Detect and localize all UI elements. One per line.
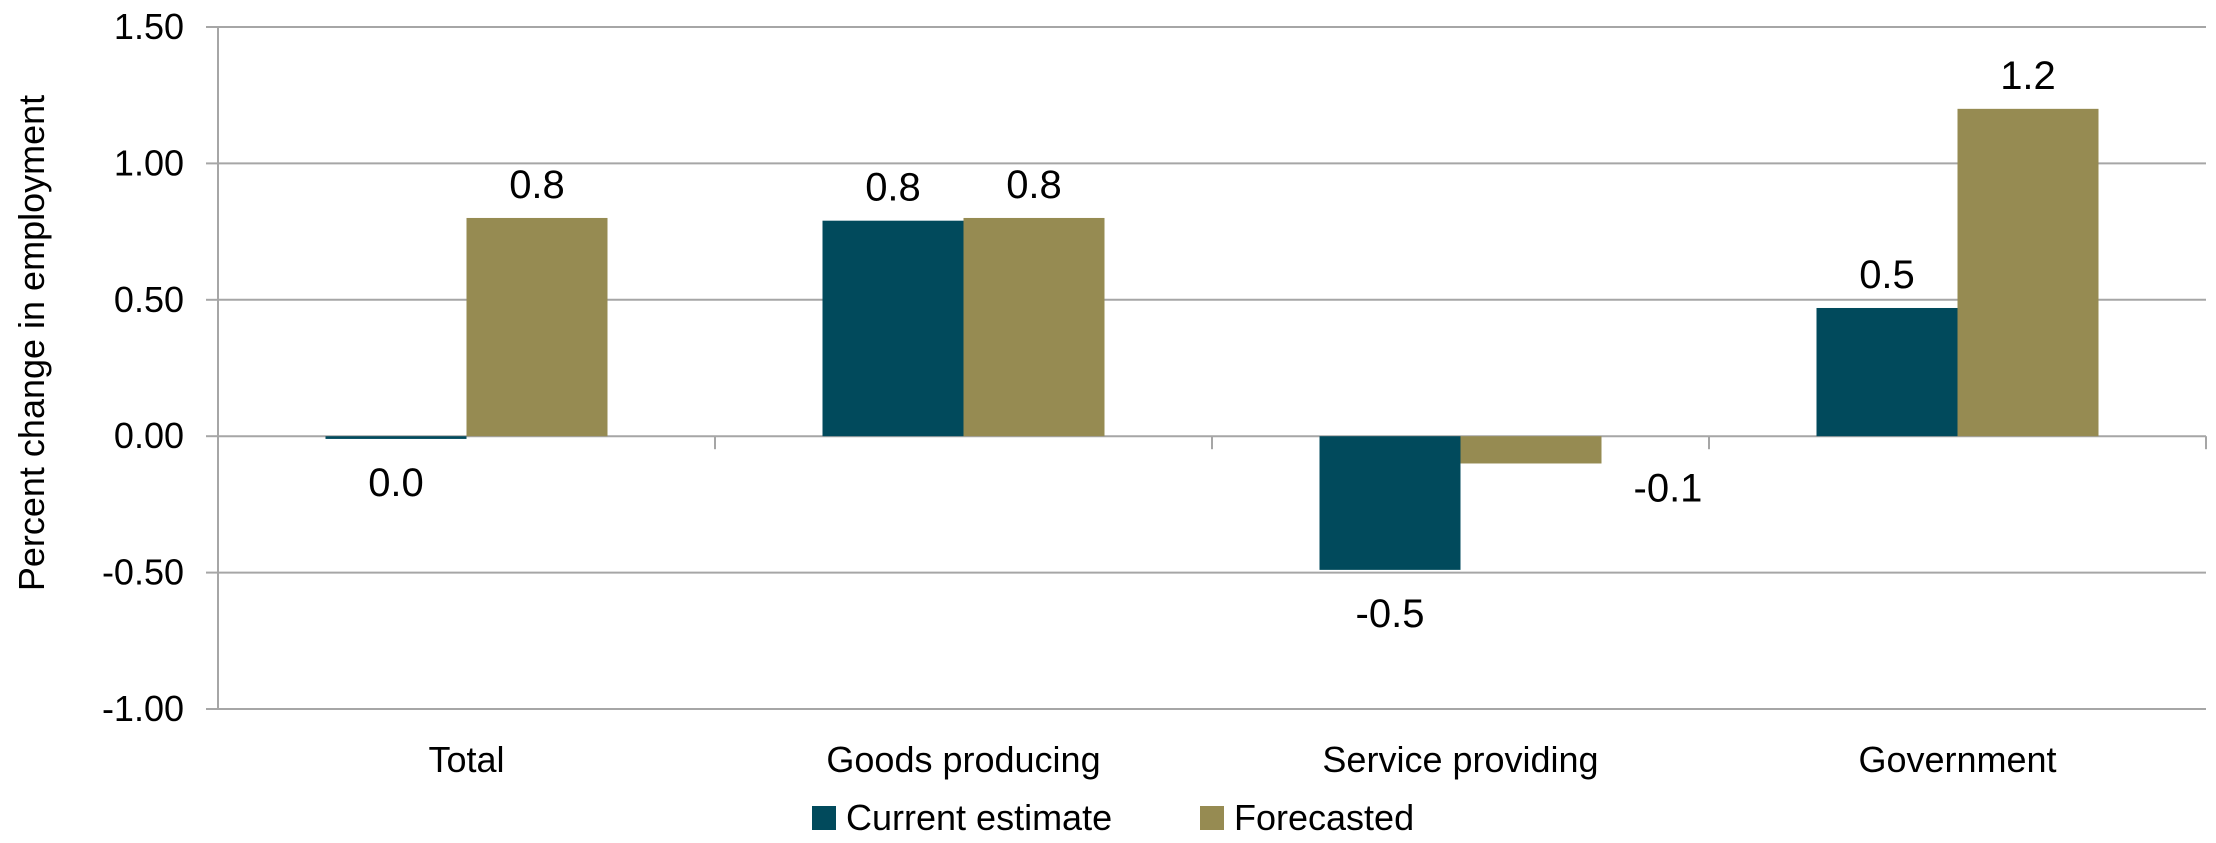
legend: Current estimate Forecasted <box>812 797 1414 838</box>
data-label: 0.5 <box>1859 253 1915 297</box>
bar-current-estimate <box>1319 436 1461 570</box>
bar-current-estimate <box>822 220 964 437</box>
y-tick-label: 1.00 <box>114 142 184 183</box>
data-label: 1.2 <box>2000 54 2056 98</box>
data-label: -0.5 <box>1356 592 1425 636</box>
bar-current-estimate <box>325 436 467 439</box>
y-tick-label: -1.00 <box>102 688 184 729</box>
x-tick-label: Total <box>428 739 504 780</box>
data-label: 0.0 <box>368 461 424 505</box>
legend-label-current-estimate: Current estimate <box>846 797 1112 838</box>
data-label: 0.8 <box>509 163 565 207</box>
tick-labels: 1.50 1.00 0.50 0.00 -0.50 -1.00 Total Goods pro… <box>102 6 2057 780</box>
y-tick-label: 1.50 <box>114 6 184 47</box>
x-tick-label: Government <box>1858 739 2056 780</box>
y-tick-label: 0.50 <box>114 279 184 320</box>
data-label: 0.8 <box>1006 163 1062 207</box>
bar-forecasted <box>963 217 1105 437</box>
data-label: -0.1 <box>1634 466 1703 510</box>
data-label: 0.8 <box>865 166 921 210</box>
y-tick-label: -0.50 <box>102 552 184 593</box>
x-tick-label: Goods producing <box>826 739 1100 780</box>
bar-forecasted <box>1460 436 1602 464</box>
x-tick-label: Service providing <box>1322 739 1598 780</box>
bars <box>325 108 2099 570</box>
bar-forecasted <box>1957 108 2099 437</box>
legend-swatch-forecasted <box>1200 806 1224 830</box>
y-tick-label: 0.00 <box>114 415 184 456</box>
legend-label-forecasted: Forecasted <box>1234 797 1414 838</box>
y-axis-title: Percent change in employment <box>11 95 52 591</box>
bar-current-estimate <box>1816 307 1958 437</box>
bar-forecasted <box>466 217 608 437</box>
data-labels: 0.0 0.8 0.8 0.8 -0.5 -0.1 0.5 1.2 <box>368 54 2056 636</box>
legend-swatch-current-estimate <box>812 806 836 830</box>
